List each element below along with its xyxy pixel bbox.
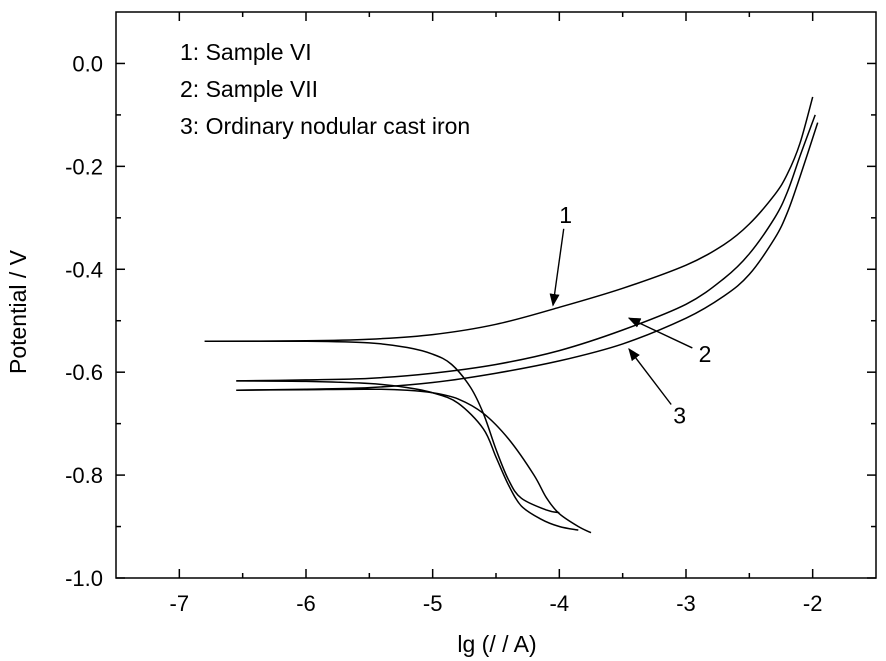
series-1-anodic-line: [204, 96, 814, 343]
x-tick-label: -5: [423, 591, 443, 616]
curve-annotations: 1 2 3: [549, 202, 712, 429]
series-3-cathodic-line: [236, 388, 592, 534]
y-tick-label: -0.4: [65, 257, 103, 282]
legend: 1: Sample VI 2: Sample VII 3: Ordinary n…: [180, 39, 470, 139]
y-tick-label: -0.2: [65, 154, 103, 179]
annotation-label-3: 3: [673, 403, 686, 429]
annotation-label-2: 2: [699, 341, 712, 367]
x-tick-label: -3: [676, 591, 696, 616]
legend-entry-2: 2: Sample VII: [180, 76, 318, 102]
y-tick-label: 0.0: [72, 51, 103, 76]
annotation-arrow-3: [628, 348, 672, 405]
x-axis-tick-labels: -7 -6 -5 -4 -3 -2: [170, 591, 823, 616]
legend-entry-1: 1: Sample VI: [180, 39, 312, 65]
y-axis-tick-labels: -1.0 -0.8 -0.6 -0.4 -0.2 0.0: [65, 51, 103, 591]
y-tick-label: -1.0: [65, 566, 103, 591]
series-3-anodic-line: [236, 122, 819, 391]
x-tick-label: -6: [296, 591, 316, 616]
series-1-cathodic-line: [204, 340, 560, 514]
y-axis-title: Potential / V: [5, 249, 31, 374]
x-tick-label: -2: [803, 591, 823, 616]
series-2-cathodic-line: [236, 380, 579, 531]
x-tick-label: -7: [170, 591, 190, 616]
annotation-arrow-2: [627, 317, 693, 349]
x-axis-title: lg (/ / A): [457, 631, 536, 657]
x-axis-ticks: [178, 12, 814, 578]
series-2-anodic-line: [236, 114, 816, 382]
annotation-label-1: 1: [559, 202, 572, 228]
legend-entry-3: 3: Ordinary nodular cast iron: [180, 113, 470, 139]
polarization-curves: [204, 96, 819, 534]
y-axis-ticks: [116, 62, 876, 579]
y-tick-label: -0.6: [65, 360, 103, 385]
y-tick-label: -0.8: [65, 463, 103, 488]
annotation-arrow-1: [549, 228, 565, 307]
x-tick-label: -4: [550, 591, 570, 616]
